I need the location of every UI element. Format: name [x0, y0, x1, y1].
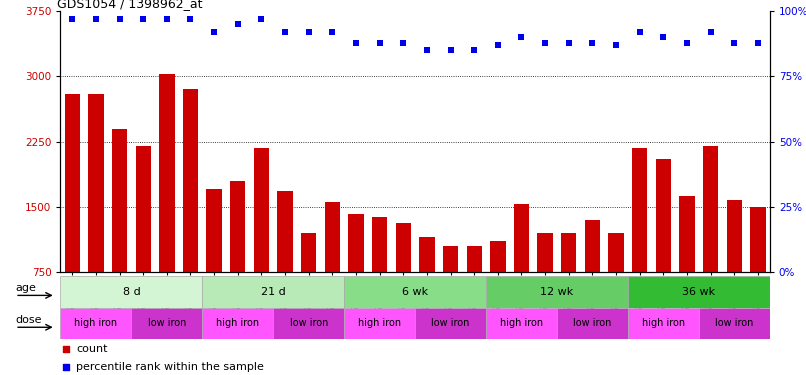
Bar: [206, 189, 222, 272]
Bar: [325, 202, 340, 272]
Point: [634, 29, 646, 35]
Point: [350, 39, 363, 45]
Bar: [655, 159, 671, 272]
Bar: [344, 308, 415, 339]
Bar: [442, 246, 459, 272]
Point: [492, 42, 505, 48]
Text: high iron: high iron: [216, 318, 260, 328]
Text: 21 d: 21 d: [261, 286, 285, 297]
Text: 36 wk: 36 wk: [682, 286, 716, 297]
Bar: [750, 207, 766, 272]
Bar: [490, 242, 505, 272]
Point: [586, 39, 599, 45]
Point: [231, 21, 244, 27]
Point: [751, 39, 764, 45]
Point: [255, 16, 268, 22]
Bar: [60, 276, 202, 308]
Point: [60, 364, 73, 370]
Bar: [415, 308, 486, 339]
Point: [421, 47, 434, 53]
Bar: [131, 308, 202, 339]
Point: [728, 39, 741, 45]
Bar: [679, 196, 695, 272]
Text: count: count: [76, 344, 107, 354]
Point: [89, 16, 102, 22]
Point: [60, 346, 73, 352]
Bar: [628, 308, 699, 339]
Bar: [344, 276, 486, 308]
Text: high iron: high iron: [74, 318, 118, 328]
Text: low iron: low iron: [147, 318, 186, 328]
Bar: [557, 308, 628, 339]
Bar: [88, 94, 104, 272]
Bar: [273, 308, 344, 339]
Point: [538, 39, 551, 45]
Text: 6 wk: 6 wk: [402, 286, 428, 297]
Bar: [584, 220, 600, 272]
Bar: [183, 90, 198, 272]
Point: [515, 34, 528, 40]
Bar: [202, 308, 273, 339]
Bar: [64, 94, 80, 272]
Text: low iron: low iron: [431, 318, 470, 328]
Point: [704, 29, 717, 35]
Bar: [230, 181, 246, 272]
Point: [397, 39, 409, 45]
Point: [680, 39, 693, 45]
Text: high iron: high iron: [358, 318, 401, 328]
Bar: [486, 276, 628, 308]
Bar: [372, 217, 388, 272]
Point: [326, 29, 339, 35]
Bar: [60, 308, 131, 339]
Bar: [419, 237, 434, 272]
Bar: [486, 308, 557, 339]
Bar: [628, 276, 770, 308]
Point: [137, 16, 150, 22]
Point: [302, 29, 315, 35]
Bar: [112, 129, 127, 272]
Text: low iron: low iron: [573, 318, 612, 328]
Bar: [467, 246, 482, 272]
Bar: [703, 146, 718, 272]
Bar: [513, 204, 530, 272]
Bar: [699, 308, 770, 339]
Bar: [396, 223, 411, 272]
Point: [609, 42, 622, 48]
Bar: [726, 200, 742, 272]
Text: dose: dose: [15, 315, 42, 325]
Bar: [301, 233, 317, 272]
Bar: [159, 74, 175, 272]
Bar: [254, 148, 269, 272]
Point: [657, 34, 670, 40]
Point: [444, 47, 457, 53]
Bar: [632, 148, 647, 272]
Bar: [202, 276, 344, 308]
Text: high iron: high iron: [642, 318, 685, 328]
Point: [113, 16, 126, 22]
Bar: [538, 233, 553, 272]
Bar: [135, 146, 151, 272]
Point: [279, 29, 292, 35]
Bar: [348, 214, 364, 272]
Text: high iron: high iron: [500, 318, 543, 328]
Text: 8 d: 8 d: [123, 286, 140, 297]
Text: age: age: [15, 283, 36, 293]
Bar: [561, 233, 576, 272]
Text: low iron: low iron: [715, 318, 754, 328]
Text: GDS1054 / 1398962_at: GDS1054 / 1398962_at: [57, 0, 202, 10]
Text: low iron: low iron: [289, 318, 328, 328]
Bar: [277, 191, 293, 272]
Point: [66, 16, 79, 22]
Text: percentile rank within the sample: percentile rank within the sample: [76, 362, 264, 372]
Point: [467, 47, 480, 53]
Point: [373, 39, 386, 45]
Text: 12 wk: 12 wk: [540, 286, 574, 297]
Point: [563, 39, 575, 45]
Point: [160, 16, 173, 22]
Point: [208, 29, 221, 35]
Bar: [609, 233, 624, 272]
Point: [184, 16, 197, 22]
